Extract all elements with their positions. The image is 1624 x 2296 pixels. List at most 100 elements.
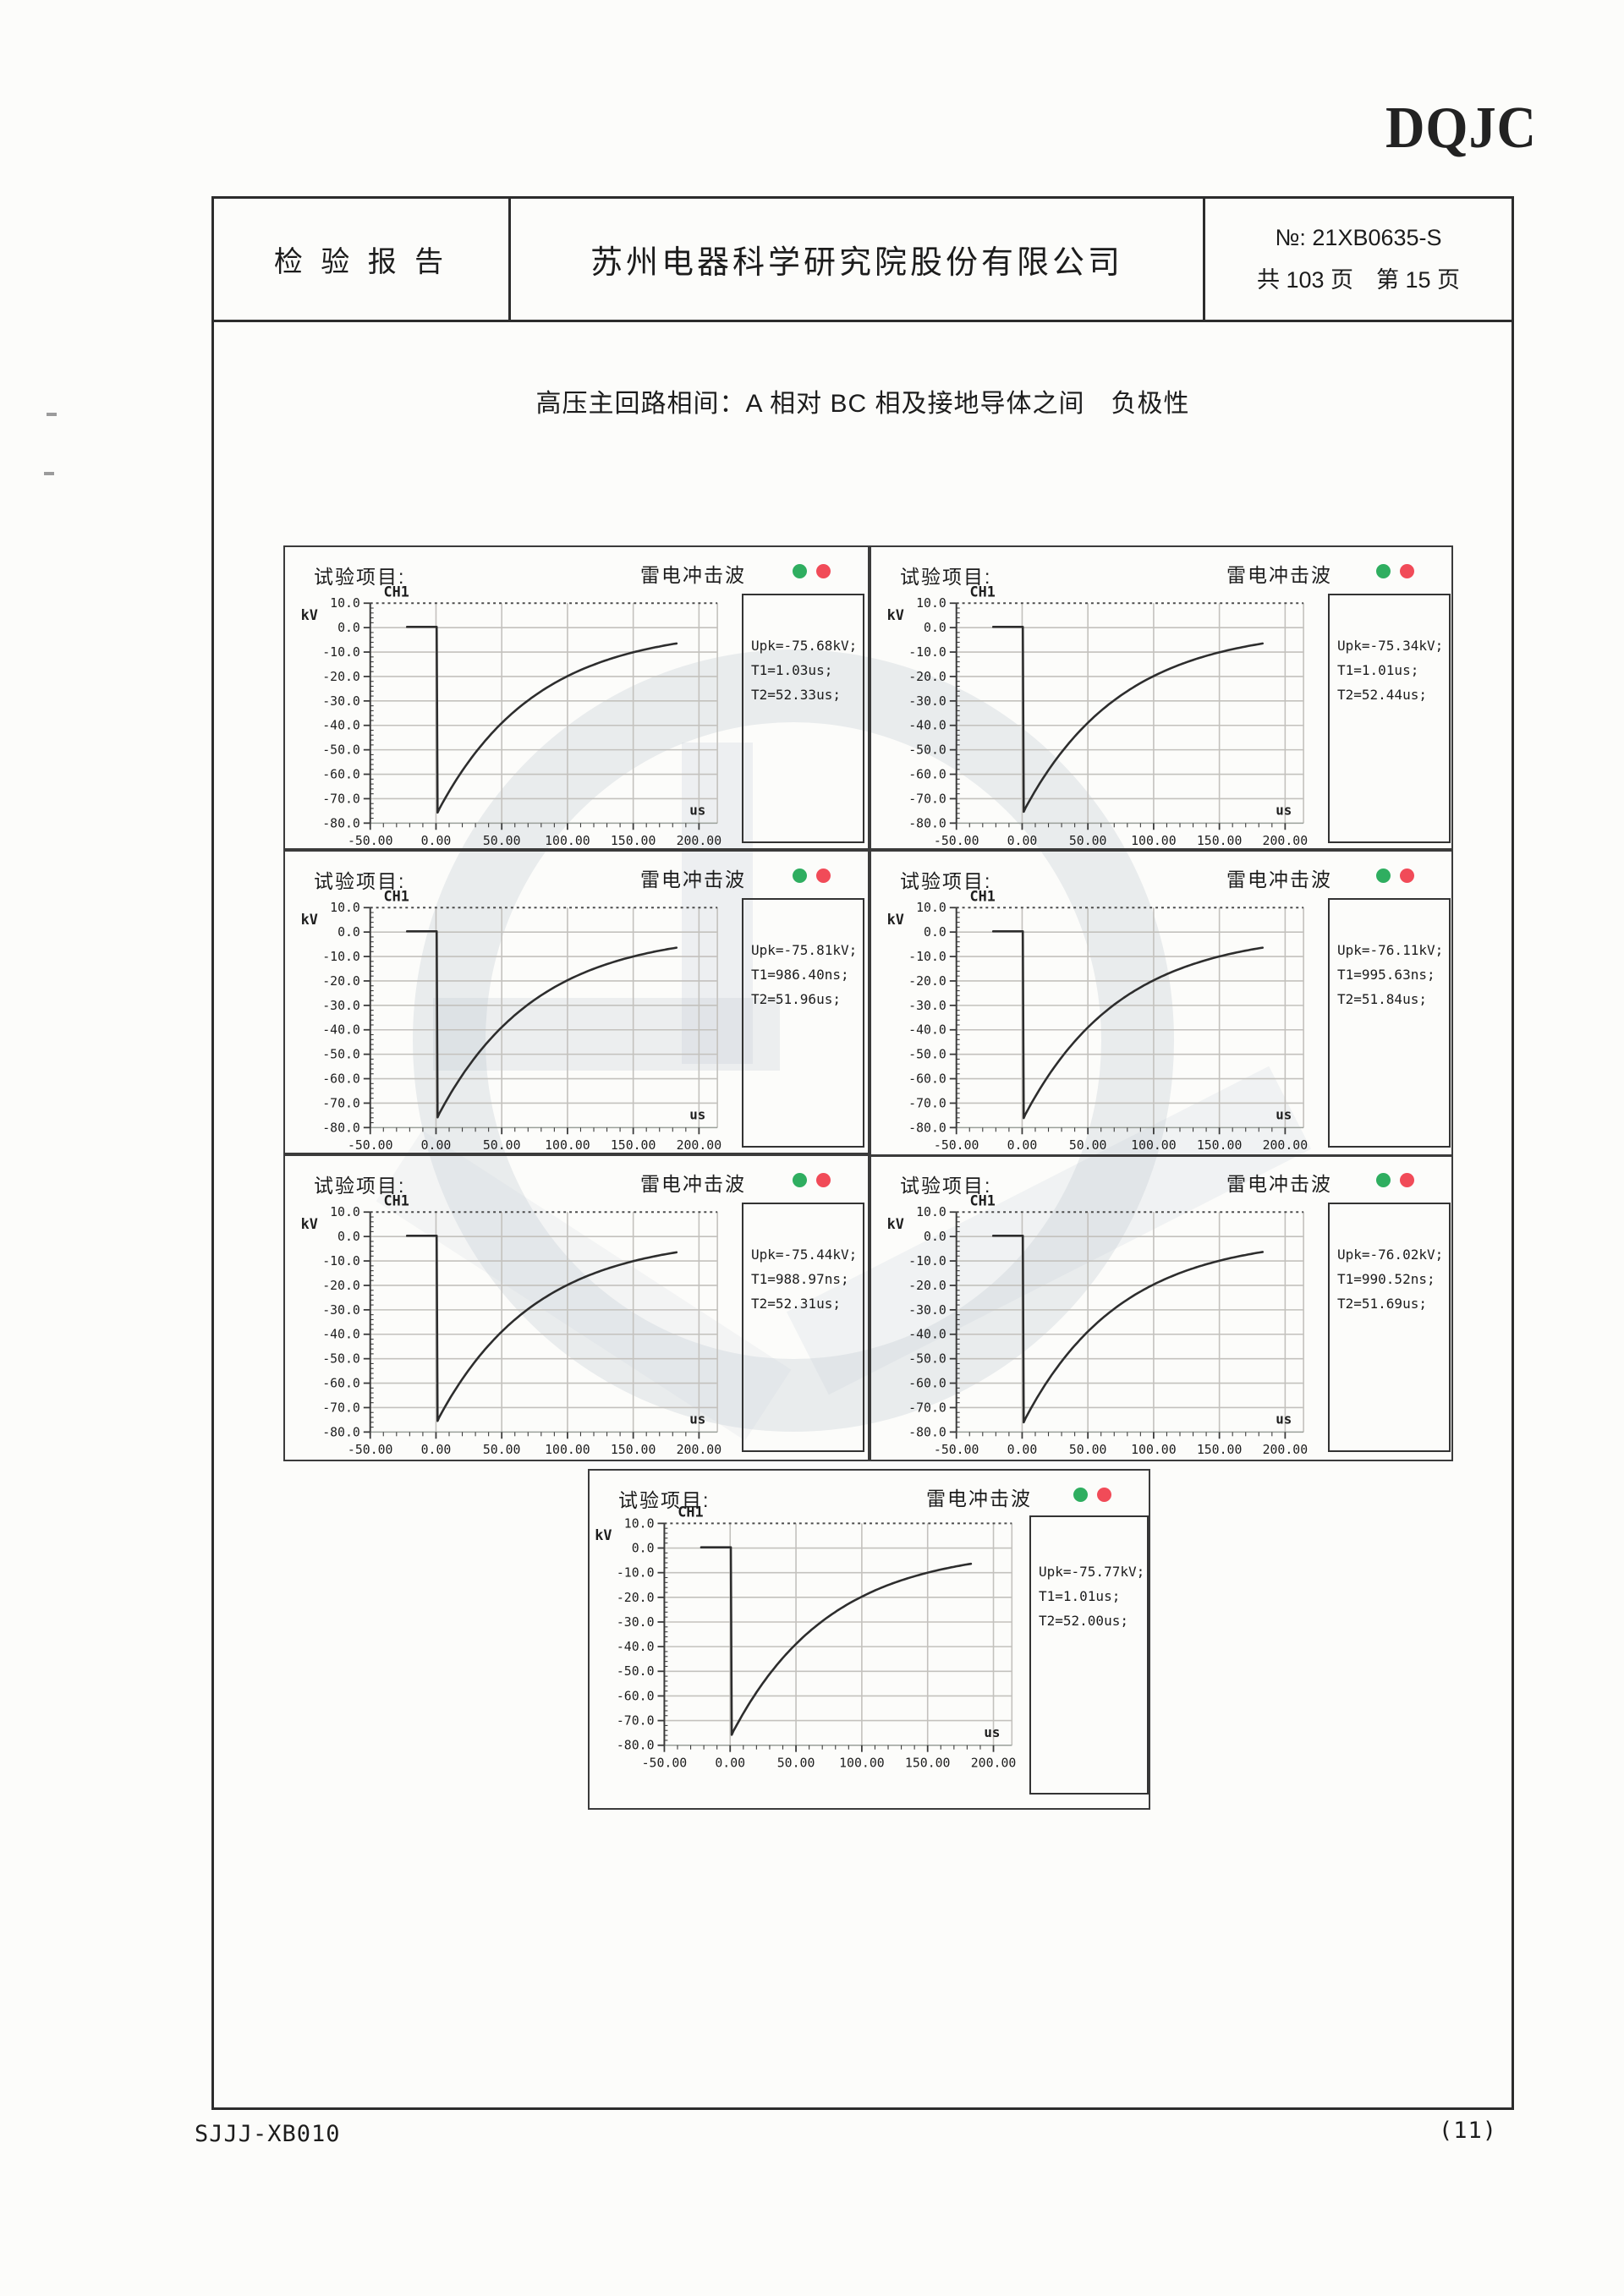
impulse-panel-2: 试验项目: 雷电冲击波 10.0 0.0 -10.0 -20.0 -30.0 -40.0 -… bbox=[870, 545, 1453, 850]
svg-text:kV: kV bbox=[887, 606, 904, 623]
footer-form-code: SJJJ-XB010 bbox=[195, 2121, 341, 2147]
svg-text:-10.0: -10.0 bbox=[617, 1565, 655, 1581]
impulse-panel-5: 试验项目: 雷电冲击波 10.0 0.0 -10.0 -20.0 -30.0 -40.0 -… bbox=[283, 1154, 870, 1461]
svg-text:-20.0: -20.0 bbox=[322, 974, 360, 989]
t2-value: T2=51.96us; bbox=[751, 991, 841, 1007]
measurement-readout: Upk=-76.11kV; T1=995.63ns; T2=51.84us; bbox=[1328, 898, 1451, 1148]
svg-text:-50.0: -50.0 bbox=[908, 1352, 946, 1367]
svg-text:us: us bbox=[689, 802, 705, 818]
svg-text:-50.0: -50.0 bbox=[322, 743, 360, 758]
svg-text:-50.00: -50.00 bbox=[934, 1443, 979, 1457]
t2-value: T2=52.33us; bbox=[751, 687, 841, 703]
svg-text:50.00: 50.00 bbox=[483, 1443, 521, 1457]
svg-text:0.0: 0.0 bbox=[632, 1540, 655, 1555]
t2-value: T2=52.44us; bbox=[1337, 687, 1427, 703]
green-indicator-icon bbox=[793, 564, 807, 578]
svg-text:-80.0: -80.0 bbox=[908, 816, 946, 830]
svg-text:200.00: 200.00 bbox=[1263, 1443, 1309, 1457]
svg-text:100.00: 100.00 bbox=[545, 1443, 590, 1457]
svg-text:-50.00: -50.00 bbox=[348, 834, 393, 848]
svg-text:0.0: 0.0 bbox=[924, 925, 946, 940]
wave-title: 雷电冲击波 bbox=[926, 1488, 1032, 1510]
watermark-seal-bar-horizontal bbox=[433, 998, 780, 1071]
svg-text:-70.0: -70.0 bbox=[908, 1400, 946, 1415]
svg-text:10.0: 10.0 bbox=[916, 596, 946, 611]
t1-value: T1=1.01us; bbox=[1337, 662, 1419, 678]
svg-text:150.00: 150.00 bbox=[1197, 1443, 1243, 1457]
svg-text:kV: kV bbox=[301, 606, 318, 623]
upk-value: Upk=-75.81kV; bbox=[751, 942, 858, 958]
svg-text:-50.00: -50.00 bbox=[348, 1138, 393, 1153]
impulse-waveform-chart: 10.0 0.0 -10.0 -20.0 -30.0 -40.0 -50.0 -60.0 -70… bbox=[595, 1503, 1016, 1770]
svg-text:us: us bbox=[984, 1724, 1000, 1740]
svg-text:10.0: 10.0 bbox=[330, 1205, 360, 1219]
svg-text:-40.0: -40.0 bbox=[322, 1023, 360, 1038]
wave-title: 雷电冲击波 bbox=[1226, 869, 1332, 890]
status-indicators bbox=[1376, 1173, 1414, 1187]
svg-text:10.0: 10.0 bbox=[916, 1205, 946, 1219]
test-item-label: 试验项目: bbox=[618, 1489, 710, 1511]
svg-text:-70.0: -70.0 bbox=[908, 1096, 946, 1110]
measurement-readout: Upk=-75.34kV; T1=1.01us; T2=52.44us; bbox=[1328, 594, 1451, 843]
svg-text:us: us bbox=[689, 1106, 705, 1122]
svg-text:-70.0: -70.0 bbox=[322, 1400, 360, 1415]
svg-text:50.00: 50.00 bbox=[777, 1755, 815, 1770]
svg-text:200.00: 200.00 bbox=[1263, 834, 1309, 848]
green-indicator-icon bbox=[1376, 869, 1391, 883]
impulse-panel-7: 试验项目: 雷电冲击波 10.0 0.0 -10.0 -20.0 -30.0 -40.0 -… bbox=[588, 1469, 1150, 1810]
svg-text:CH1: CH1 bbox=[678, 1503, 703, 1520]
svg-text:-20.0: -20.0 bbox=[908, 1279, 946, 1293]
svg-text:CH1: CH1 bbox=[384, 887, 409, 904]
scan-mark bbox=[44, 472, 54, 475]
impulse-panel-1: 试验项目: 雷电冲击波 10.0 0.0 -10.0 -20.0 -30.0 -40.0 -… bbox=[283, 545, 870, 850]
svg-text:-20.0: -20.0 bbox=[322, 670, 360, 684]
test-item-label: 试验项目: bbox=[900, 870, 992, 892]
svg-text:kV: kV bbox=[887, 1215, 904, 1232]
svg-text:-10.0: -10.0 bbox=[322, 950, 360, 964]
svg-text:-80.0: -80.0 bbox=[322, 1121, 360, 1135]
svg-text:-50.00: -50.00 bbox=[348, 1443, 393, 1457]
svg-text:-10.0: -10.0 bbox=[322, 1254, 360, 1269]
svg-text:-40.0: -40.0 bbox=[617, 1639, 655, 1654]
t1-value: T1=1.03us; bbox=[751, 662, 833, 678]
svg-text:-70.0: -70.0 bbox=[617, 1713, 655, 1729]
svg-text:-50.0: -50.0 bbox=[322, 1352, 360, 1367]
measurement-readout: Upk=-76.02kV; T1=990.52ns; T2=51.69us; bbox=[1328, 1203, 1451, 1452]
svg-text:-60.0: -60.0 bbox=[908, 1072, 946, 1087]
wave-title: 雷电冲击波 bbox=[640, 1173, 746, 1195]
report-number-cell: №: 21XB0635-S 共 103 页 第 15 页 bbox=[1205, 199, 1512, 320]
green-indicator-icon bbox=[1376, 564, 1391, 578]
svg-text:-80.0: -80.0 bbox=[908, 1425, 946, 1439]
status-indicators bbox=[793, 564, 831, 578]
scan-mark bbox=[47, 413, 57, 416]
status-indicators bbox=[1073, 1488, 1111, 1502]
svg-text:0.0: 0.0 bbox=[924, 621, 946, 635]
svg-text:0.00: 0.00 bbox=[421, 1138, 452, 1153]
measurement-readout: Upk=-75.81kV; T1=986.40ns; T2=51.96us; bbox=[742, 898, 864, 1148]
test-item-label: 试验项目: bbox=[314, 870, 406, 892]
svg-text:-60.0: -60.0 bbox=[617, 1688, 655, 1703]
svg-text:-10.0: -10.0 bbox=[908, 1254, 946, 1269]
svg-text:150.00: 150.00 bbox=[611, 834, 656, 848]
svg-text:50.00: 50.00 bbox=[483, 1138, 521, 1153]
svg-text:-30.0: -30.0 bbox=[322, 694, 360, 709]
svg-text:-70.0: -70.0 bbox=[322, 1096, 360, 1110]
svg-text:-50.0: -50.0 bbox=[908, 743, 946, 758]
svg-text:-50.00: -50.00 bbox=[642, 1755, 688, 1770]
section-title: 高压主回路相间：A 相对 BC 相及接地导体之间 负极性 bbox=[535, 390, 1190, 418]
t1-value: T1=1.01us; bbox=[1039, 1588, 1121, 1604]
svg-text:kV: kV bbox=[595, 1526, 612, 1543]
svg-text:us: us bbox=[1276, 1411, 1292, 1427]
svg-text:200.00: 200.00 bbox=[677, 1443, 722, 1457]
t1-value: T1=986.40ns; bbox=[751, 967, 849, 983]
page-count: 共 103 页 第 15 页 bbox=[1256, 266, 1461, 293]
svg-text:-60.0: -60.0 bbox=[908, 1377, 946, 1391]
svg-text:100.00: 100.00 bbox=[545, 834, 590, 848]
svg-text:-50.0: -50.0 bbox=[908, 1048, 946, 1062]
svg-text:0.00: 0.00 bbox=[1007, 1138, 1038, 1153]
svg-text:0.00: 0.00 bbox=[715, 1755, 745, 1770]
status-indicators bbox=[1376, 564, 1414, 578]
svg-text:10.0: 10.0 bbox=[330, 901, 360, 915]
svg-text:-10.0: -10.0 bbox=[908, 950, 946, 964]
impulse-panel-4: 试验项目: 雷电冲击波 10.0 0.0 -10.0 -20.0 -30.0 -40.0 -… bbox=[870, 850, 1453, 1157]
